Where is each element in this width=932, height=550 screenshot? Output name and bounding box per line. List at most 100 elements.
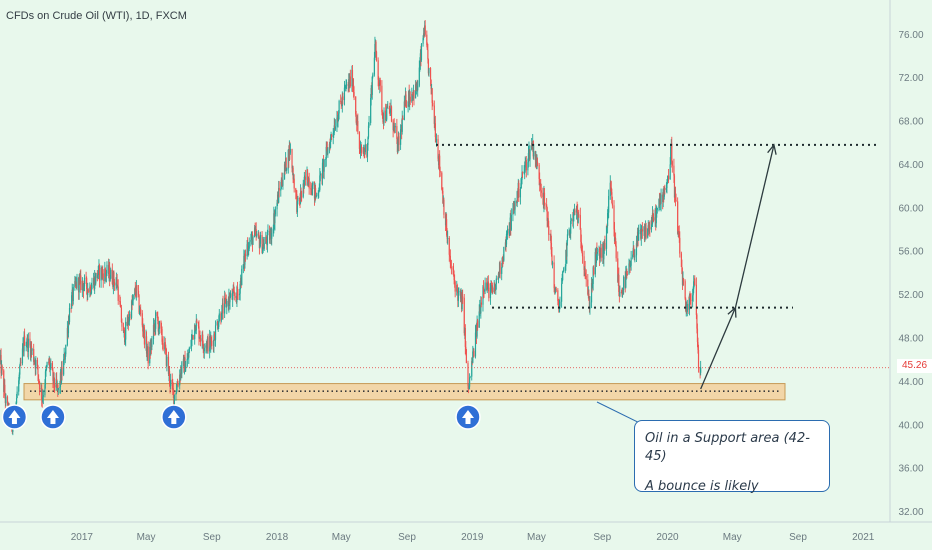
candle — [684, 279, 686, 301]
candle — [660, 188, 662, 212]
candle-body — [117, 286, 119, 301]
candle-body — [524, 162, 526, 168]
candle-body — [97, 265, 100, 276]
candle — [355, 96, 357, 117]
candle-body — [484, 282, 486, 291]
candle — [450, 260, 453, 275]
candle — [117, 279, 119, 305]
candle-body — [560, 283, 563, 302]
candle — [363, 147, 365, 159]
candle — [465, 348, 467, 364]
candle — [394, 122, 396, 134]
candle-body — [295, 192, 297, 195]
candle-body — [65, 345, 67, 355]
candle-body — [187, 356, 189, 360]
candle — [619, 285, 621, 297]
candle — [327, 147, 329, 158]
candle — [282, 172, 284, 190]
candle-body — [525, 160, 527, 171]
candle-body — [599, 254, 601, 259]
candle-body — [349, 76, 351, 87]
candle-body — [580, 241, 582, 251]
candle-body — [175, 390, 178, 394]
candle — [242, 264, 244, 274]
candle-body — [673, 175, 676, 198]
candle — [142, 318, 144, 337]
candle — [155, 310, 157, 335]
candle-body — [138, 295, 140, 313]
candle-body — [66, 327, 68, 346]
candle-body — [689, 297, 692, 300]
candle-body — [119, 301, 121, 307]
candle-body — [288, 145, 290, 161]
candle — [452, 263, 455, 277]
candle-body — [323, 159, 325, 172]
candle-body — [351, 69, 354, 86]
candle — [334, 119, 336, 131]
candle-body — [12, 428, 14, 432]
candle-body — [628, 263, 630, 275]
candle-body — [19, 362, 21, 366]
candle-body — [521, 172, 523, 181]
candle-body — [664, 187, 666, 191]
candle-body — [562, 270, 564, 272]
candle — [318, 187, 320, 198]
candle-body — [250, 240, 252, 242]
candle-body — [357, 121, 359, 132]
candle-body — [512, 208, 514, 215]
candle — [367, 136, 369, 151]
candle — [57, 384, 59, 397]
candle-body — [104, 268, 106, 274]
candle — [670, 143, 672, 165]
candle-body — [670, 146, 672, 165]
candle-body — [465, 349, 467, 364]
candle-body — [506, 233, 508, 235]
y-tick-label: 40.00 — [898, 420, 923, 431]
candle-body — [617, 258, 619, 282]
candle — [581, 245, 584, 264]
candle — [304, 169, 307, 186]
candle-body — [462, 296, 464, 298]
candle — [589, 296, 591, 315]
candle — [353, 86, 355, 101]
candle — [628, 258, 630, 275]
candle-body — [218, 313, 220, 322]
candle — [172, 378, 174, 396]
candle-body — [271, 233, 273, 239]
candle-body — [495, 283, 497, 291]
candle-body — [566, 234, 569, 241]
candle — [378, 76, 380, 90]
candle-body — [45, 366, 48, 370]
candle-body — [656, 209, 658, 212]
candle-body — [239, 284, 241, 294]
candle-body — [61, 367, 63, 375]
candle — [222, 295, 224, 320]
candle-body — [366, 145, 369, 157]
y-tick-label: 32.00 — [898, 507, 923, 518]
candle-body — [379, 80, 381, 86]
candle — [372, 72, 374, 79]
candle-body — [418, 67, 420, 86]
candle-body — [596, 247, 598, 254]
candle-body — [292, 167, 294, 180]
candle-body — [263, 243, 265, 249]
candle — [310, 183, 312, 195]
y-tick-label: 76.00 — [898, 30, 923, 41]
candle-body — [386, 106, 388, 108]
candle-body — [272, 229, 274, 234]
candle — [677, 230, 679, 238]
candle-body — [414, 84, 417, 99]
candle — [312, 181, 314, 190]
candle-body — [188, 347, 190, 353]
candle-body — [504, 242, 507, 248]
candle — [473, 348, 475, 358]
candle-body — [315, 195, 317, 198]
candle-body — [158, 321, 160, 329]
candle — [629, 260, 631, 274]
candle-body — [692, 289, 694, 296]
candle-body — [424, 25, 426, 35]
candle-body — [382, 113, 384, 122]
candle — [162, 336, 164, 352]
candle-body — [603, 246, 605, 260]
candle-body — [120, 306, 122, 308]
